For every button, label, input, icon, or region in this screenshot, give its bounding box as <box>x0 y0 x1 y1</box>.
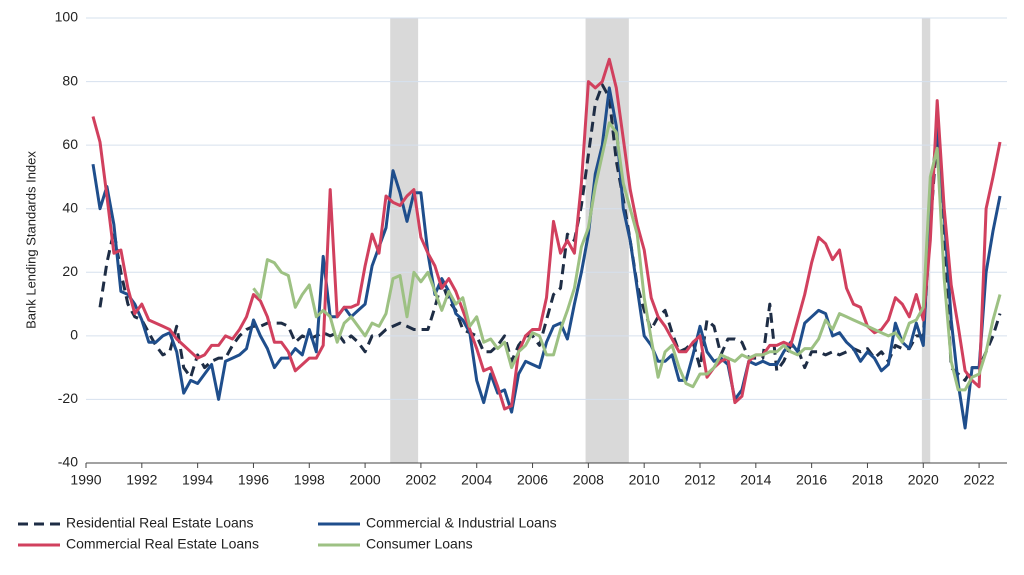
x-tick-label: 2022 <box>964 472 995 488</box>
x-tick-label: 2002 <box>405 472 436 488</box>
x-tick-label: 2016 <box>796 472 827 488</box>
x-tick-label: 2018 <box>852 472 883 488</box>
x-tick-label: 1990 <box>70 472 101 488</box>
x-tick-label: 2004 <box>461 472 492 488</box>
y-tick-label: 100 <box>55 9 79 25</box>
y-tick-label: 20 <box>62 263 78 279</box>
legend-label: Commercial & Industrial Loans <box>366 515 557 531</box>
y-axis-label: Bank Lending Standards Index <box>23 151 38 329</box>
y-tick-label: 60 <box>62 136 78 152</box>
legend-label: Consumer Loans <box>366 536 473 552</box>
y-tick-label: -20 <box>58 390 78 406</box>
recession-band <box>390 18 419 463</box>
x-tick-label: 2010 <box>629 472 660 488</box>
x-tick-label: 1992 <box>126 472 157 488</box>
legend-label: Commercial Real Estate Loans <box>66 536 259 552</box>
x-tick-label: 2014 <box>740 472 771 488</box>
x-tick-label: 1994 <box>182 472 213 488</box>
x-tick-label: 2006 <box>517 472 548 488</box>
y-tick-label: 80 <box>62 72 78 88</box>
y-tick-label: -40 <box>58 454 78 470</box>
y-tick-label: 40 <box>62 199 78 215</box>
x-tick-label: 1998 <box>294 472 325 488</box>
series-line <box>91 57 1002 411</box>
x-tick-label: 2008 <box>573 472 604 488</box>
series-line <box>98 83 1002 382</box>
legend-label: Residential Real Estate Loans <box>66 515 254 531</box>
y-tick-label: 0 <box>70 327 78 343</box>
x-tick-label: 1996 <box>238 472 269 488</box>
x-tick-label: 2000 <box>350 472 381 488</box>
series-line <box>91 86 1002 430</box>
series-line <box>252 121 1002 392</box>
x-tick-label: 2012 <box>684 472 715 488</box>
x-tick-label: 2020 <box>908 472 939 488</box>
